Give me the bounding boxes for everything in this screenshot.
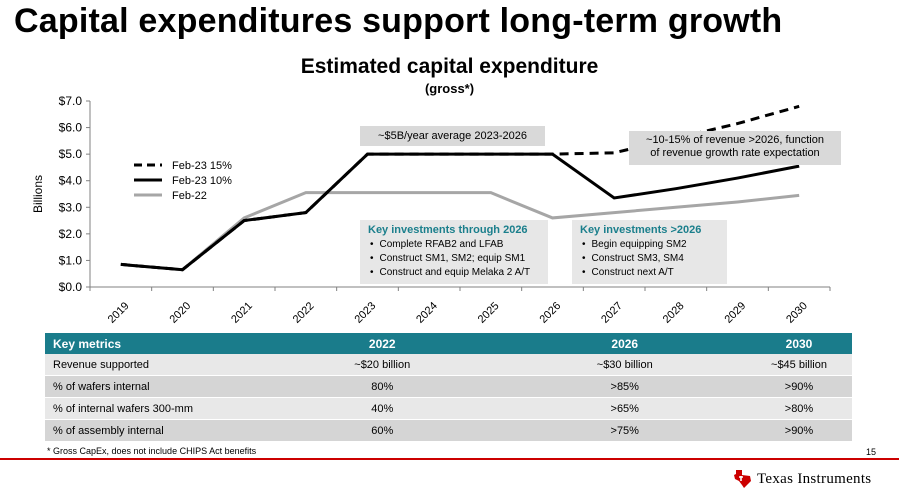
y-axis-label: Billions [31, 175, 45, 213]
investments-after-2026-title: Key investments >2026 [580, 224, 702, 236]
legend-label: Feb-22 [172, 190, 207, 202]
y-tick-label: $1.0 [59, 253, 83, 267]
table-cell: % of internal wafers 300-mm [45, 397, 261, 420]
table-header-cell: 2030 [746, 333, 852, 354]
footnote: * Gross CapEx, does not include CHIPS Ac… [47, 446, 257, 456]
x-tick-label: 2026 [537, 300, 563, 326]
y-tick-label: $7.0 [59, 94, 83, 108]
y-tick-label: $4.0 [59, 174, 83, 188]
y-tick-label: $5.0 [59, 147, 83, 161]
x-tick-label: 2028 [661, 300, 687, 326]
investments-through-2026-box: Key investments through 2026 Complete RF… [360, 220, 548, 284]
table-cell: 60% [261, 419, 504, 442]
x-tick-label: 2030 [784, 300, 810, 326]
investment-item: Complete RFAB2 and LFAB [370, 239, 548, 250]
series-line-feb-23-10- [120, 152, 800, 272]
capex-line-chart: $0.0 $1.0 $2.0 $3.0 $4.0 $5.0 $6.0 $7.0 2019 2020… [31, 94, 831, 326]
chart-subtitle: (gross*) [424, 81, 475, 96]
table-cell: ~$30 billion [503, 354, 746, 376]
x-tick-label: 2022 [291, 300, 317, 326]
average-callout: ~$5B/year average 2023-2026 [360, 126, 545, 146]
table-cell: 40% [261, 397, 504, 420]
y-tick-label: $6.0 [59, 121, 83, 135]
table-header-cell: 2022 [261, 333, 504, 354]
investment-item: Begin equipping SM2 [582, 239, 727, 250]
legend-label: Feb-23 15% [172, 160, 232, 172]
table-row: % of internal wafers 300-mm 40% >65% >80… [45, 397, 852, 420]
key-metrics-table: Key metrics 2022 2026 2030 Revenue suppo… [45, 333, 852, 442]
red-divider [0, 458, 899, 460]
x-tick-label: 2029 [722, 300, 748, 326]
table-cell: ~$45 billion [746, 354, 852, 376]
table-cell: >85% [503, 375, 746, 398]
series-line-feb-22 [120, 191, 800, 272]
average-callout-text: ~$5B/year average 2023-2026 [378, 130, 527, 142]
table-cell: >75% [503, 419, 746, 442]
table-cell: >90% [746, 419, 852, 442]
ti-logo: Texas Instruments [733, 469, 871, 489]
table-cell: >90% [746, 375, 852, 398]
investment-item: Construct SM3, SM4 [582, 253, 727, 264]
table-cell: 80% [261, 375, 504, 398]
table-header-row: Key metrics 2022 2026 2030 [45, 333, 852, 354]
table-header-cell: 2026 [503, 333, 746, 354]
y-tick-label: $2.0 [59, 227, 83, 241]
table-header-cell: Key metrics [45, 333, 261, 354]
texas-state-icon [734, 470, 751, 488]
x-tick-label: 2024 [414, 300, 440, 326]
table-row: % of wafers internal 80% >85% >90% [45, 375, 852, 398]
x-tick-label: 2019 [106, 300, 132, 326]
y-tick-label: $3.0 [59, 200, 83, 214]
x-tick-label: 2020 [167, 300, 193, 326]
revenue-callout-line-2: of revenue growth rate expectation [650, 147, 820, 159]
x-tick-label: 2021 [229, 300, 255, 326]
investments-after-2026-box: Key investments >2026 Begin equipping SM… [572, 220, 727, 284]
table-cell: Revenue supported [45, 354, 261, 376]
table-cell: >65% [503, 397, 746, 420]
chart-title: Estimated capital expenditure [300, 55, 599, 78]
table-cell: ~$20 billion [261, 354, 504, 376]
table-cell: >80% [746, 397, 852, 420]
investment-item: Construct SM1, SM2; equip SM1 [370, 253, 548, 264]
table-row: % of assembly internal 60% >75% >90% [45, 419, 852, 442]
table-cell: % of assembly internal [45, 419, 261, 442]
y-tick-label: $0.0 [59, 280, 83, 294]
investment-item: Construct next A/T [582, 267, 727, 278]
page-number: 15 [866, 447, 877, 457]
investments-through-2026-title: Key investments through 2026 [368, 224, 528, 236]
logo-text: Texas Instruments [757, 470, 872, 487]
revenue-callout-line-1: ~10-15% of revenue >2026, function [646, 134, 824, 146]
x-tick-label: 2025 [476, 300, 502, 326]
investment-item: Construct and equip Melaka 2 A/T [370, 267, 548, 278]
legend-label: Feb-23 10% [172, 175, 232, 187]
x-tick-label: 2027 [599, 300, 625, 326]
page-title: Capital expenditures support long-term g… [14, 2, 783, 40]
table-cell: % of wafers internal [45, 375, 261, 398]
table-row: Revenue supported ~$20 billion ~$30 bill… [45, 354, 852, 376]
revenue-callout: ~10-15% of revenue >2026, function of re… [629, 131, 841, 165]
x-tick-label: 2023 [352, 300, 378, 326]
